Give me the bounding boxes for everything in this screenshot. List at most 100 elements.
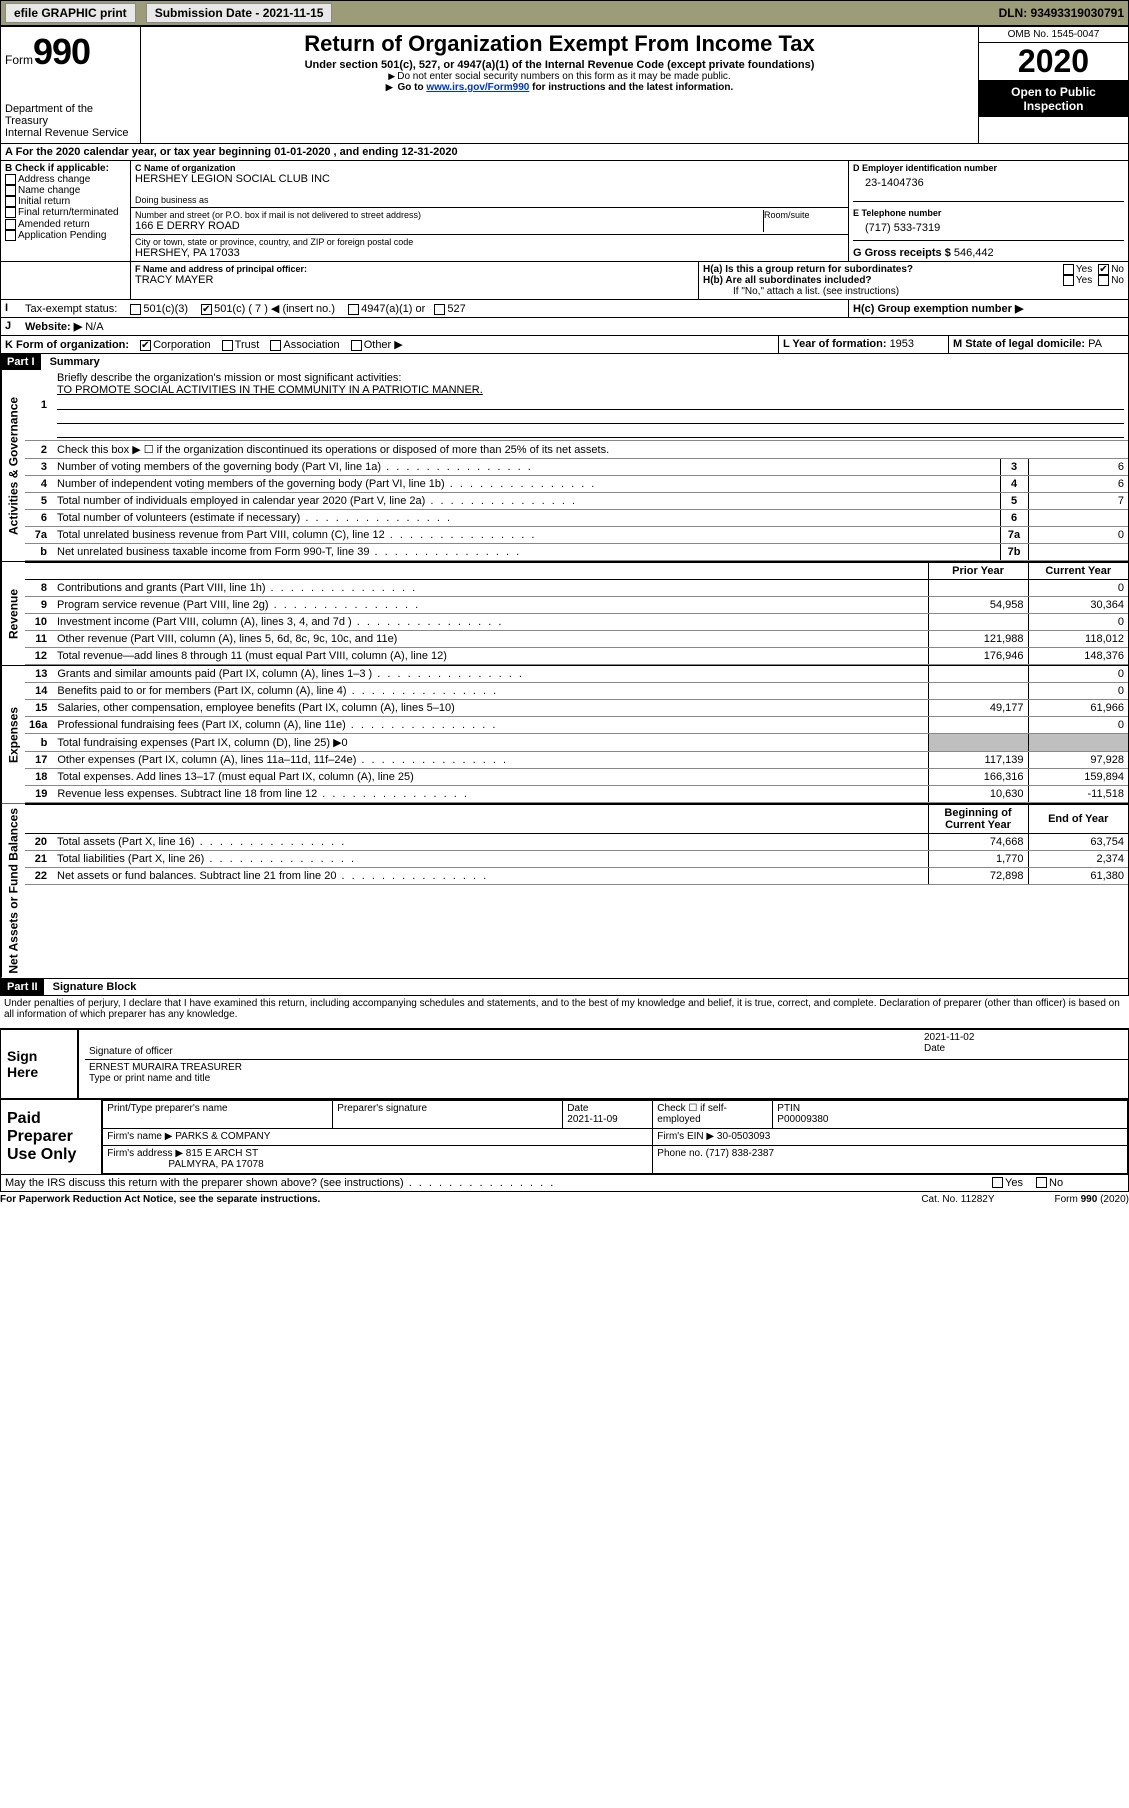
chk-pending[interactable] (5, 230, 16, 241)
vlabel-expenses: Expenses (1, 666, 25, 803)
street-label: Number and street (or P.O. box if mail i… (135, 210, 763, 220)
l5: Total number of individuals employed in … (53, 493, 1000, 510)
org-name: HERSHEY LEGION SOCIAL CLUB INC (135, 173, 844, 185)
revenue-block: Revenue Prior YearCurrent Year 8Contribu… (0, 562, 1129, 666)
firm-phone: (717) 838-2387 (706, 1148, 774, 1159)
vlabel-governance: Activities & Governance (1, 370, 25, 561)
form-header: Form 990 Department of the Treasury Inte… (0, 26, 1129, 144)
l3: Number of voting members of the governin… (53, 459, 1000, 476)
l-label: L Year of formation: (783, 338, 890, 350)
footer: For Paperwork Reduction Act Notice, see … (0, 1192, 1129, 1207)
v7a: 0 (1028, 527, 1128, 544)
efile-button[interactable]: efile GRAPHIC print (5, 3, 136, 23)
note-ssn: Do not enter social security numbers on … (149, 71, 970, 82)
vlabel-netassets: Net Assets or Fund Balances (1, 804, 25, 978)
l1-label: Briefly describe the organization's miss… (57, 372, 401, 384)
l14: Benefits paid to or for members (Part IX… (53, 683, 928, 700)
top-bar: efile GRAPHIC print Submission Date - 20… (0, 0, 1129, 26)
city-label: City or town, state or province, country… (135, 237, 844, 247)
ptin: P00009380 (777, 1114, 828, 1125)
c-label: C Name of organization (135, 163, 844, 173)
chk-trust[interactable] (222, 340, 233, 351)
firm-addr1: 815 E ARCH ST (186, 1148, 258, 1159)
k-label: K Form of organization: (5, 339, 129, 351)
firm-name: PARKS & COMPANY (175, 1131, 270, 1142)
discuss-yes[interactable] (992, 1177, 1003, 1188)
date-label: Date (924, 1043, 1124, 1054)
chk-527[interactable] (434, 304, 445, 315)
l10: Investment income (Part VIII, column (A)… (53, 614, 928, 631)
governance-block: Activities & Governance 1 Briefly descri… (0, 370, 1129, 562)
l8: Contributions and grants (Part VIII, lin… (53, 580, 928, 597)
form-title: Return of Organization Exempt From Incom… (149, 31, 970, 57)
b-label: B Check if applicable: (5, 163, 126, 174)
discuss-no[interactable] (1036, 1177, 1047, 1188)
l4: Number of independent voting members of … (53, 476, 1000, 493)
netassets-block: Net Assets or Fund Balances Beginning of… (0, 804, 1129, 979)
v5: 7 (1028, 493, 1128, 510)
type-name-label: Type or print name and title (89, 1073, 1124, 1084)
officer-name: TRACY MAYER (135, 274, 694, 286)
gross-receipts: 546,442 (954, 247, 994, 259)
l16b: Total fundraising expenses (Part IX, col… (53, 734, 928, 752)
prep-sig-label: Preparer's signature (333, 1100, 563, 1128)
form-990-num: 990 (33, 31, 90, 73)
chk-final[interactable] (5, 207, 16, 218)
hb-note: If "No," attach a list. (see instruction… (703, 286, 1124, 297)
current-hdr: Current Year (1028, 563, 1128, 580)
form990-link[interactable]: www.irs.gov/Form990 (426, 82, 529, 93)
prep-date: 2021-11-09 (567, 1114, 617, 1125)
ha-yes[interactable] (1063, 264, 1074, 275)
l15: Salaries, other compensation, employee b… (53, 700, 928, 717)
ha-no[interactable] (1098, 264, 1109, 275)
firm-ein: 30-0503093 (717, 1131, 770, 1142)
sig-date: 2021-11-02 (924, 1032, 1124, 1043)
l17: Other expenses (Part IX, column (A), lin… (53, 752, 928, 769)
chk-address[interactable] (5, 174, 16, 185)
chk-amended[interactable] (5, 219, 16, 230)
expenses-block: Expenses 13Grants and similar amounts pa… (0, 666, 1129, 804)
pra-notice: For Paperwork Reduction Act Notice, see … (0, 1194, 320, 1205)
chk-initial[interactable] (5, 196, 16, 207)
irs-label: Internal Revenue Service (5, 127, 136, 139)
tax-year: 2020 (979, 43, 1128, 81)
goto-pre: Go to (397, 82, 426, 93)
line-a: A For the 2020 calendar year, or tax yea… (1, 144, 462, 160)
chk-assoc[interactable] (270, 340, 281, 351)
m-val: PA (1088, 338, 1102, 350)
section-fh: F Name and address of principal officer:… (0, 262, 1129, 300)
chk-other[interactable] (351, 340, 362, 351)
hb-no[interactable] (1098, 275, 1109, 286)
form-number: Form 990 (5, 31, 136, 73)
section-bcd: B Check if applicable: Address change Na… (0, 161, 1129, 262)
l22: Net assets or fund balances. Subtract li… (53, 868, 928, 885)
dln-label: DLN: 93493319030791 (999, 6, 1124, 20)
chk-501c[interactable] (201, 304, 212, 315)
mission: TO PROMOTE SOCIAL ACTIVITIES IN THE COMM… (57, 384, 483, 396)
cat-no: Cat. No. 11282Y (921, 1194, 994, 1205)
form-subtitle: Under section 501(c), 527, or 4947(a)(1)… (149, 59, 970, 71)
d-label: D Employer identification number (853, 163, 1124, 173)
chk-corp[interactable] (140, 340, 151, 351)
l20: Total assets (Part X, line 16) (53, 834, 928, 851)
room-label: Room/suite (764, 210, 844, 232)
paid-preparer-block: Paid Preparer Use Only Print/Type prepar… (0, 1099, 1129, 1175)
v6 (1028, 510, 1128, 527)
paid-preparer-label: Paid Preparer Use Only (1, 1100, 102, 1174)
l19: Revenue less expenses. Subtract line 18 … (53, 786, 928, 803)
j-label: Website: ▶ (25, 321, 82, 333)
hb-yes[interactable] (1063, 275, 1074, 286)
discuss-label: May the IRS discuss this return with the… (1, 1175, 988, 1191)
g-label: G Gross receipts $ (853, 247, 954, 259)
chk-501c3[interactable] (130, 304, 141, 315)
hc-label: H(c) Group exemption number ▶ (848, 300, 1128, 317)
sig-officer-label: Signature of officer (89, 1046, 924, 1057)
form-word: Form (5, 53, 33, 67)
part1-title: Summary (44, 354, 106, 370)
eoy-hdr: End of Year (1028, 805, 1128, 834)
submission-date: Submission Date - 2021-11-15 (146, 3, 333, 23)
l7b: Net unrelated business taxable income fr… (53, 544, 1000, 561)
chk-4947[interactable] (348, 304, 359, 315)
chk-name[interactable] (5, 185, 16, 196)
phone: (717) 533-7319 (853, 218, 1124, 234)
